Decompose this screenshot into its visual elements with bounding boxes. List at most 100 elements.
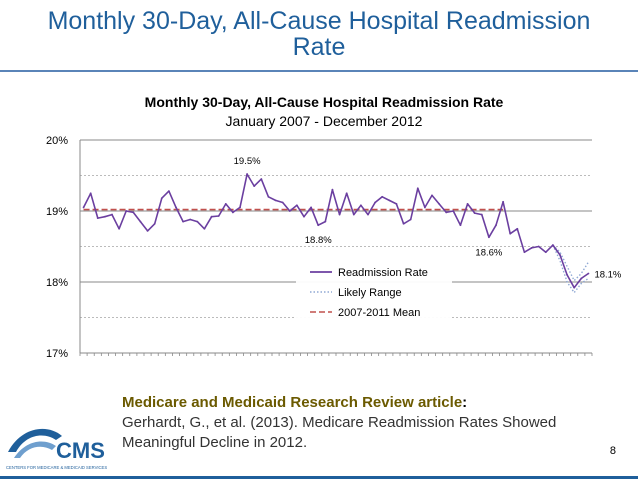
slide-title-line1: Monthly 30-Day, All-Cause Hospital Readm… [47,7,591,35]
data-point [587,272,590,275]
data-point [89,192,92,195]
likely-range-upper [552,244,589,282]
svg-text:CENTERS FOR MEDICARE & MEDICAI: CENTERS FOR MEDICARE & MEDICAID SERVICES [6,465,107,470]
data-point [274,199,277,202]
data-point [416,187,419,190]
data-point [295,204,298,207]
data-point [82,206,85,209]
legend: Readmission Rate Likely Range 2007-2011 Me… [296,262,452,326]
data-point [395,203,398,205]
data-label: 18.8% [305,235,332,246]
data-point [559,254,561,256]
data-point [125,210,128,212]
data-point [96,217,99,220]
data-point [573,286,576,289]
data-point [246,173,249,175]
data-point [367,213,369,216]
data-point [352,213,355,216]
data-point [267,195,270,198]
axis: 17% 18% 19% 20% [46,135,593,360]
readmission-series [82,173,590,289]
data-point [182,220,185,223]
data-point [466,203,469,205]
data-point [111,213,113,216]
data-point [374,201,377,204]
y-tick-label: 20% [46,135,68,147]
title-divider [0,70,638,72]
data-point [381,195,384,198]
legend-label: 2007-2011 Mean [338,307,420,319]
data-point [167,190,170,193]
data-point [459,224,462,227]
data-point [324,220,327,223]
data-point [310,206,313,209]
citation: Medicare and Medicaid Research Review ar… [122,393,622,453]
data-point [345,192,348,195]
data-point [331,188,334,191]
data-point [388,199,391,202]
data-point [516,227,519,230]
data-point [210,215,213,218]
data-point [580,277,583,280]
likely-range [552,244,589,294]
data-point [253,185,256,188]
data-point [118,227,121,230]
data-point [402,222,405,225]
data-point [473,212,476,215]
data-point [551,244,554,246]
data-point [189,218,192,221]
data-point [409,218,412,221]
data-point [203,227,206,230]
svg-text:CMS: CMS [56,438,105,463]
data-point [523,251,526,254]
data-point [288,210,291,212]
data-point [231,211,234,214]
footer-divider [0,476,638,479]
data-point [359,204,362,207]
data-point [502,200,505,203]
data-point [132,211,135,214]
data-point [509,232,512,235]
data-point [153,222,156,225]
data-point [175,206,177,209]
data-label: 18.1% [594,269,621,280]
data-point [438,203,441,205]
chart-subtitle: January 2007 - December 2012 [225,113,423,129]
y-tick-label: 18% [46,277,68,289]
citation-article-word: article [413,394,463,411]
cms-logo: CMS CENTERS FOR MEDICARE & MEDICAID SERV… [6,428,107,470]
data-point [103,215,106,218]
data-point [146,229,149,232]
data-label: 19.5% [234,156,261,167]
likely-range-lower [552,244,589,294]
data-point [480,213,483,216]
data-point [317,224,320,227]
data-labels: 19.5% 18.8% 18.6% 18.1% [234,156,622,280]
data-point [423,206,426,209]
citation-source: Medicare and Medicaid Research Review [122,394,414,411]
citation-line3: Meaningful Decline in 2012. [122,434,308,451]
data-point [303,215,305,218]
data-point [431,194,433,197]
data-point [160,197,163,200]
data-point [217,215,220,217]
citation-line1: Medicare and Medicaid Research Review ar… [122,393,622,413]
readmission-line [82,173,589,289]
legend-label: Likely Range [338,287,402,299]
y-tick-label: 19% [46,206,68,218]
chart-title: Monthly 30-Day, All-Cause Hospital Readm… [144,94,504,110]
data-point [487,236,490,239]
data-point [495,224,497,227]
citation-colon: : [462,394,468,411]
data-point [338,213,341,216]
y-tick-label: 17% [46,348,68,360]
data-point [544,251,547,254]
data-point [566,274,569,276]
slide-title: Monthly 30-Day, All-Cause Hospital Readm… [0,8,638,60]
data-point [445,211,448,214]
data-point [139,220,142,223]
data-point [281,201,284,204]
legend-label: Readmission Rate [338,267,428,279]
page-number: 8 [609,445,616,457]
